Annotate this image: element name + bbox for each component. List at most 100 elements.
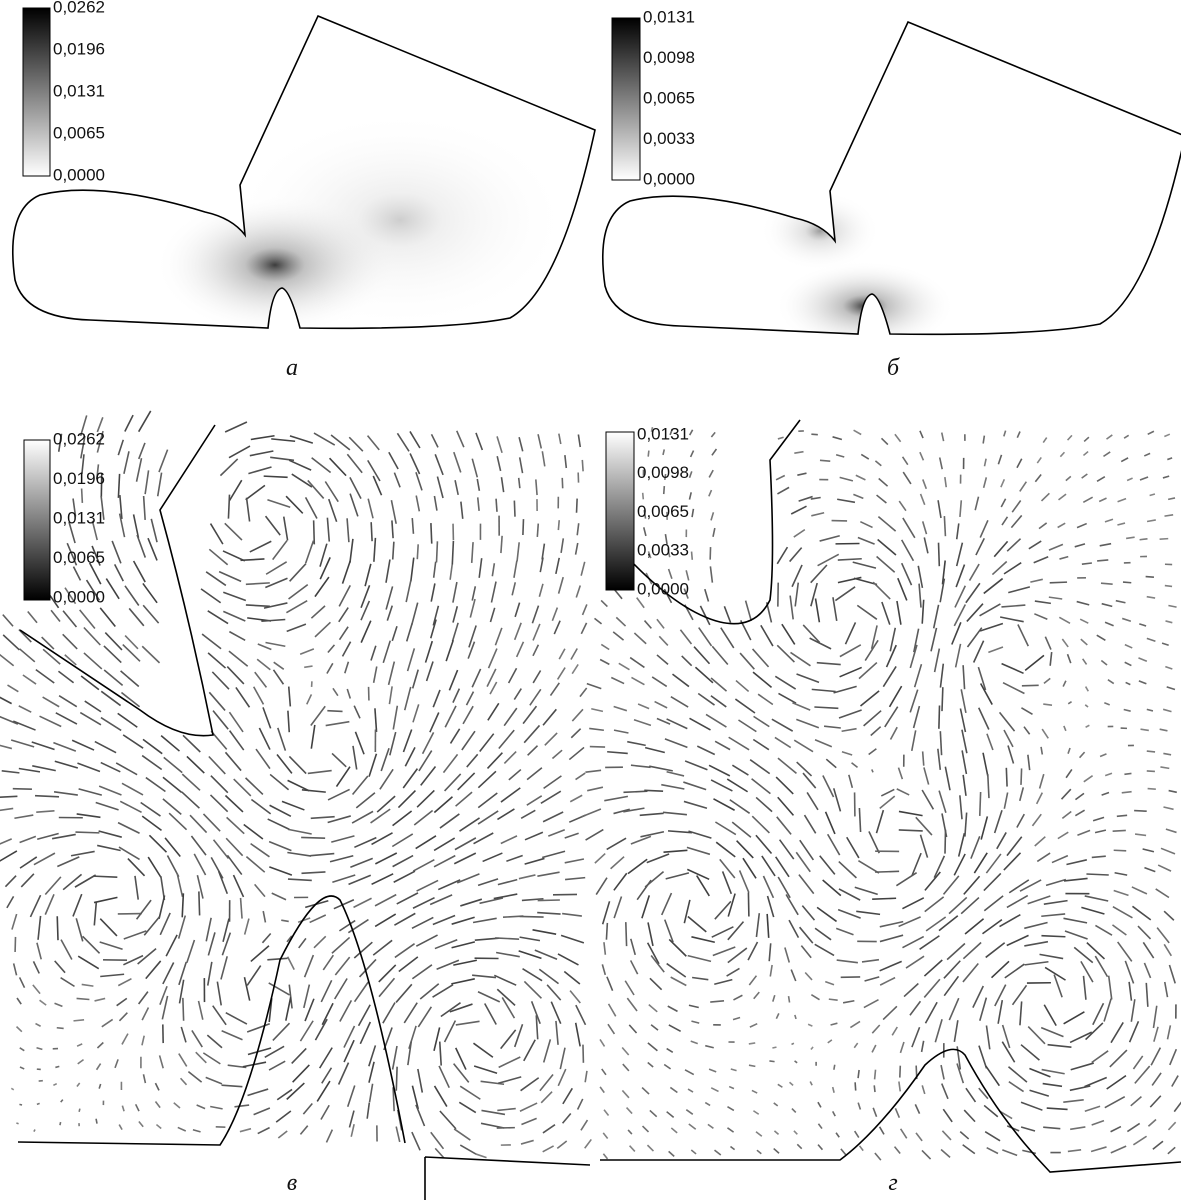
vector-arrow	[181, 1078, 187, 1085]
vector-arrow	[194, 854, 205, 875]
vector-arrow	[1131, 1097, 1142, 1106]
vector-arrow	[440, 1042, 441, 1066]
vector-arrow	[981, 816, 987, 839]
vector-arrow	[417, 544, 418, 559]
vector-arrow	[1148, 789, 1156, 790]
vector-arrow	[1004, 793, 1007, 809]
vector-arrow	[1009, 1082, 1024, 1092]
vector-arrow	[1095, 830, 1106, 832]
vector-arrow	[143, 583, 157, 602]
vector-arrow	[1099, 498, 1106, 501]
vector-arrow	[859, 808, 860, 832]
vector-arrow	[1143, 849, 1154, 852]
vector-arrow	[197, 1105, 205, 1109]
vector-arrow	[539, 584, 543, 597]
vector-arrow	[315, 622, 330, 637]
vector-arrow	[769, 943, 770, 961]
vector-arrow	[1138, 926, 1151, 939]
vector-arrow	[869, 831, 879, 853]
vector-arrow	[248, 1089, 269, 1095]
vector-arrow	[1084, 976, 1086, 1000]
vector-arrow	[924, 537, 928, 553]
vector-arrow	[223, 592, 246, 600]
vector-arrow	[891, 727, 898, 739]
vector-arrow	[481, 1110, 504, 1114]
vector-arrow	[711, 1088, 718, 1092]
vector-arrow	[1000, 712, 1015, 731]
vector-arrow	[829, 999, 838, 1000]
vector-arrow	[115, 1059, 118, 1068]
vector-arrow	[880, 935, 903, 941]
vector-arrow	[600, 1087, 604, 1093]
vector-arrow	[542, 851, 565, 857]
vector-arrow	[73, 567, 80, 581]
vector-arrow	[145, 470, 148, 494]
vector-arrow	[820, 856, 835, 875]
vector-arrow	[307, 694, 312, 704]
vector-arrow	[410, 431, 420, 448]
vector-arrow	[710, 566, 712, 582]
vector-arrow	[896, 873, 916, 886]
vector-arrow	[797, 473, 806, 475]
vector-arrow	[631, 960, 638, 974]
vector-arrow	[997, 832, 1006, 848]
vector-arrow	[73, 1020, 84, 1021]
vector-arrow	[1065, 931, 1088, 939]
vector-arrow	[227, 817, 245, 833]
vector-arrow	[1063, 918, 1087, 923]
vector-arrow	[149, 835, 166, 852]
vector-arrow	[935, 1019, 942, 1042]
vector-arrow	[630, 1146, 635, 1152]
vector-arrow	[96, 1119, 97, 1124]
vector-arrow	[650, 1110, 657, 1116]
vector-arrow	[517, 642, 524, 657]
vector-arrow	[836, 1133, 839, 1138]
vector-arrow	[499, 1057, 521, 1067]
vector-arrow	[393, 1046, 397, 1070]
vector-arrow	[148, 857, 161, 877]
vector-arrow	[78, 956, 99, 968]
vector-arrow	[570, 991, 580, 1003]
vector-arrow	[263, 707, 271, 728]
vector-arrow	[800, 840, 814, 860]
vector-arrow	[1167, 458, 1172, 460]
vector-arrow	[691, 451, 694, 457]
vector-arrow	[11, 1088, 13, 1089]
vector-arrow	[796, 852, 810, 872]
vector-arrow	[699, 628, 712, 646]
vector-arrow	[287, 852, 311, 856]
vector-arrow	[495, 628, 501, 645]
vector-arrow	[208, 962, 212, 986]
vector-arrow	[0, 694, 12, 704]
vector-arrow	[413, 704, 419, 722]
vector-arrow	[33, 961, 39, 973]
vector-arrow	[892, 1027, 897, 1035]
vector-arrow	[452, 541, 453, 565]
vector-arrow	[922, 600, 923, 624]
vector-arrow	[603, 901, 610, 924]
vector-arrow	[219, 572, 241, 582]
vector-arrow	[393, 542, 394, 560]
vector-arrow	[480, 898, 503, 903]
vector-arrow	[874, 1085, 875, 1092]
vector-arrow	[864, 1000, 879, 1008]
vector-arrow	[222, 1031, 243, 1040]
vector-arrow	[501, 477, 503, 492]
vector-arrow	[965, 813, 967, 837]
vector-arrow	[369, 754, 376, 777]
vector-arrow	[416, 935, 437, 946]
vector-arrow	[1154, 1027, 1158, 1042]
vector-arrow	[272, 893, 286, 900]
vector-arrow	[1102, 604, 1113, 607]
vector-arrow	[420, 984, 439, 999]
vector-arrow	[228, 495, 229, 519]
vector-arrow	[705, 1046, 714, 1048]
vector-arrow	[302, 790, 326, 792]
vector-arrow	[1151, 1048, 1160, 1066]
vector-arrow	[354, 706, 360, 719]
vector-arrow	[460, 1086, 480, 1099]
vector-arrow	[515, 1024, 523, 1047]
vector-arrow	[642, 895, 649, 918]
vector-arrow	[902, 540, 914, 561]
vector-arrow	[619, 663, 630, 669]
